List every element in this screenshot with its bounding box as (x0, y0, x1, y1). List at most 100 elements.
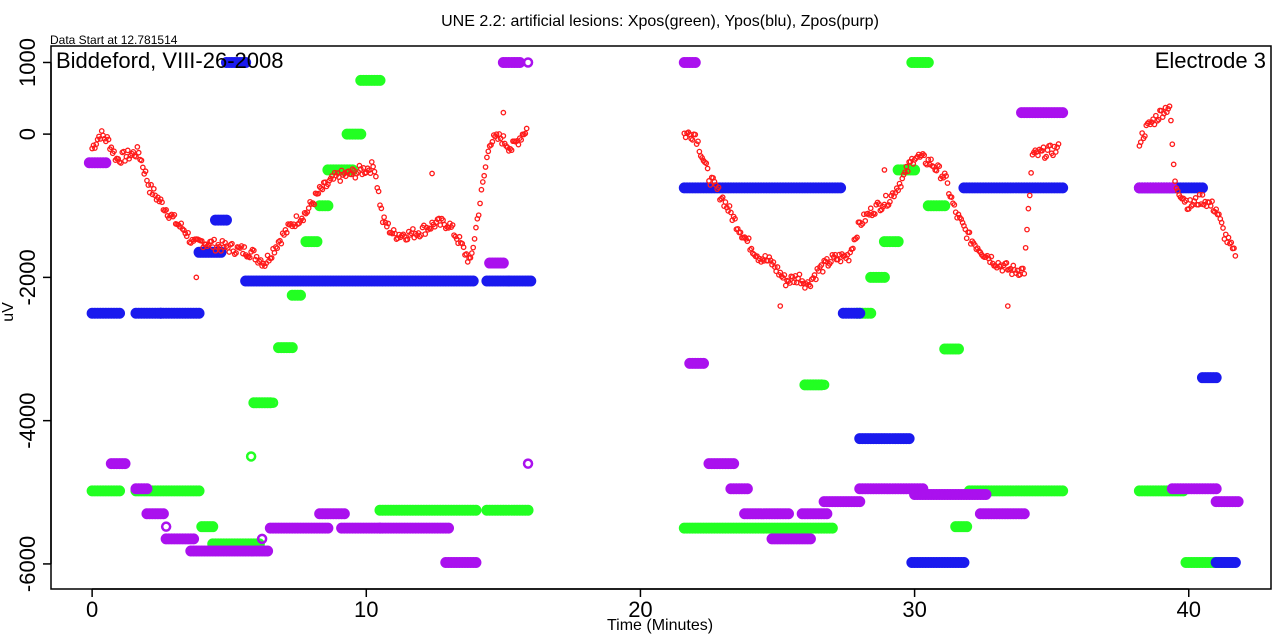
green-point (267, 397, 279, 408)
purple-point (782, 508, 794, 520)
red-point (149, 191, 156, 198)
red-point (139, 164, 146, 171)
red-point (813, 276, 819, 283)
purple-point (522, 458, 534, 469)
green-point (961, 521, 973, 533)
red-point (381, 214, 387, 221)
green-point (355, 128, 367, 140)
red-point (689, 136, 696, 143)
green-point (264, 397, 276, 409)
red-point (882, 192, 889, 199)
red-point (481, 172, 488, 179)
y-tick-label: 0 (15, 128, 40, 140)
blue-point (467, 275, 479, 287)
red-point (867, 205, 874, 212)
green-point (245, 451, 257, 462)
x-axis: 0 10 20 30 40 (86, 588, 1201, 622)
red-point (925, 156, 932, 163)
red-point (1198, 201, 1204, 207)
green-point (1057, 485, 1069, 497)
red-point (111, 148, 117, 155)
red-point (463, 251, 470, 257)
red-point (878, 206, 885, 213)
purple-point (470, 556, 482, 568)
green-point (374, 74, 386, 86)
red-point (485, 148, 492, 155)
red-point (331, 169, 338, 176)
red-point (1209, 198, 1215, 205)
red-point (987, 259, 993, 266)
red-point (246, 254, 253, 261)
red-point (902, 169, 908, 176)
red-point (471, 235, 478, 242)
y-tick-label: -2000 (15, 249, 40, 305)
red-point (211, 236, 217, 243)
x-tick-label: 20 (628, 597, 652, 622)
red-point (824, 255, 830, 262)
red-series (89, 103, 1239, 309)
blue-point (1229, 556, 1241, 568)
red-point (837, 258, 844, 265)
red-point (240, 250, 246, 257)
red-point (293, 213, 300, 219)
red-point (895, 187, 901, 194)
green-point (818, 379, 830, 391)
red-point (999, 267, 1006, 274)
purple-point (497, 257, 509, 269)
blue-point (903, 433, 915, 445)
red-point (1222, 231, 1229, 238)
x-tick-label: 30 (902, 597, 926, 622)
red-point (449, 222, 456, 228)
red-point (277, 237, 283, 244)
purple-point (821, 508, 833, 520)
red-point (1036, 146, 1043, 153)
green-point (114, 485, 126, 497)
red-point (198, 238, 205, 244)
green-series (86, 56, 1239, 568)
purple-point (256, 533, 268, 545)
purple-point (1018, 508, 1030, 520)
blue-point (854, 307, 866, 319)
red-point (489, 138, 496, 145)
red-point (858, 222, 864, 228)
red-point (1035, 152, 1041, 159)
red-point (478, 186, 485, 193)
chart-title: UNE 2.2: artificial lesions: Xpos(green)… (441, 13, 879, 30)
red-point (796, 271, 803, 278)
red-point (144, 177, 150, 184)
red-point (903, 163, 910, 170)
x-tick-label: 40 (1177, 597, 1201, 622)
green-point (286, 342, 298, 354)
red-point (518, 136, 525, 143)
red-point (330, 176, 337, 182)
red-point (807, 283, 814, 290)
green-point (826, 522, 838, 534)
purple-point (443, 522, 455, 534)
red-point (482, 164, 489, 170)
plot-frame (50, 45, 1272, 590)
red-point (781, 272, 788, 278)
red-point (1192, 195, 1199, 201)
x-tick-label: 0 (86, 597, 98, 622)
red-point (1218, 219, 1225, 226)
red-point (523, 125, 530, 132)
red-point (470, 244, 477, 251)
data-start-note: Data Start at 12.781514 (50, 33, 178, 47)
electrode-label: Electrode 3 (1155, 48, 1266, 73)
green-point (939, 200, 951, 212)
x-tick-label: 10 (354, 597, 378, 622)
red-point (719, 194, 726, 201)
red-point (157, 196, 164, 203)
red-point (1153, 112, 1159, 119)
red-point (171, 212, 178, 218)
red-point (193, 274, 200, 281)
green-point (865, 307, 877, 319)
purple-point (160, 521, 172, 532)
purple-point (804, 533, 816, 545)
red-point (278, 240, 285, 247)
red-point (748, 245, 755, 252)
red-point (1051, 143, 1058, 150)
green-point (892, 236, 904, 248)
red-point (943, 173, 949, 179)
purple-point (141, 483, 153, 495)
